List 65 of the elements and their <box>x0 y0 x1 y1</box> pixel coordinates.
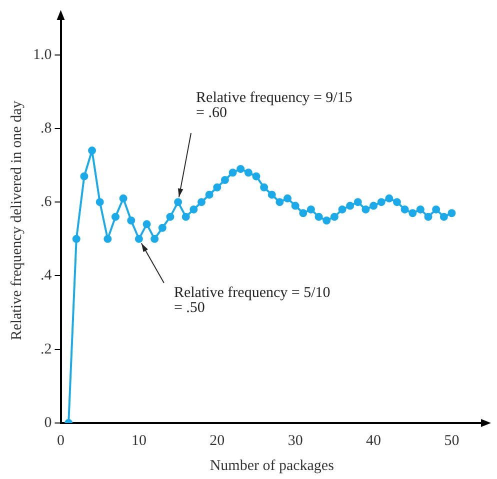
point <box>111 212 120 221</box>
y-tick-label: .6 <box>40 194 52 210</box>
point <box>72 234 80 243</box>
y-tick-label: 1.0 <box>33 46 52 63</box>
point <box>252 172 260 180</box>
point <box>362 205 370 214</box>
x-tick-label: 30 <box>288 432 303 449</box>
point <box>88 146 96 155</box>
point <box>158 224 166 232</box>
point <box>276 198 284 206</box>
x-tick-label: 0 <box>57 432 64 449</box>
point <box>314 212 323 221</box>
point <box>322 216 331 224</box>
point <box>424 212 432 221</box>
point <box>440 212 448 221</box>
point <box>190 205 198 214</box>
point <box>354 198 362 206</box>
x-axis-title: Number of packages <box>210 458 334 474</box>
point <box>134 234 143 243</box>
point <box>96 198 104 206</box>
point <box>182 212 190 221</box>
point <box>198 198 206 206</box>
y-axis-title: Relative frequency delivered in one day <box>8 100 25 340</box>
point <box>284 194 292 202</box>
x-tick-label: 10 <box>131 432 146 449</box>
point <box>432 205 440 214</box>
point <box>213 183 222 192</box>
point <box>268 190 276 199</box>
point <box>385 194 394 202</box>
point <box>346 202 354 210</box>
point <box>370 202 378 210</box>
point <box>236 164 245 173</box>
point <box>291 202 300 210</box>
point <box>205 190 214 199</box>
point <box>299 209 308 218</box>
y-tick-label: .8 <box>40 120 52 136</box>
point <box>104 234 112 243</box>
point <box>408 209 417 218</box>
point <box>142 220 151 228</box>
x-tick-label: 20 <box>210 432 225 449</box>
point <box>260 183 268 192</box>
point <box>392 198 401 206</box>
point <box>377 198 386 206</box>
annotation: Relative frequency = 5/10 = .50 <box>174 284 332 316</box>
point <box>150 234 159 243</box>
point <box>119 194 128 202</box>
point <box>400 205 409 214</box>
point <box>166 212 174 221</box>
y-tick-label: 0 <box>44 414 52 431</box>
y-tick-label: .2 <box>40 341 52 358</box>
point <box>338 205 346 214</box>
annotation: Relative frequency = 9/15 = .60 <box>196 90 354 122</box>
x-tick-label: 40 <box>366 432 382 449</box>
y-tick-label: .4 <box>40 268 52 284</box>
point <box>228 168 237 177</box>
point <box>174 198 182 206</box>
point <box>80 172 88 180</box>
point <box>330 212 338 221</box>
point <box>416 205 424 214</box>
point <box>244 168 252 177</box>
point <box>220 176 229 184</box>
point <box>127 216 136 224</box>
x-tick-label: 50 <box>444 432 460 449</box>
point <box>448 209 456 218</box>
point <box>306 205 315 214</box>
